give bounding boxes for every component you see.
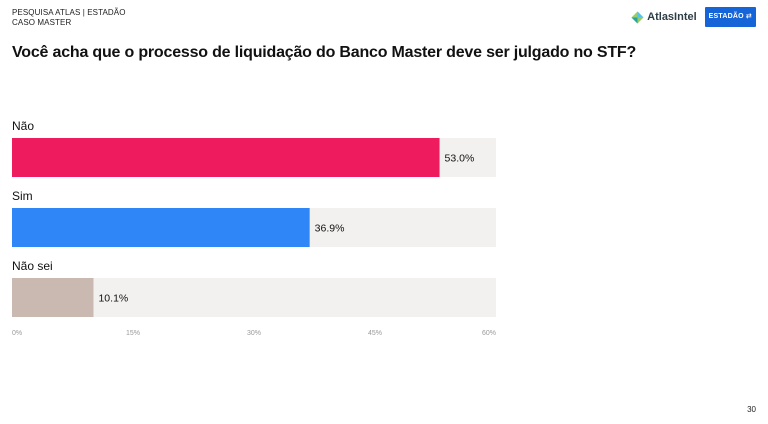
logos: AtlasIntel ESTADÃO ⇄: [631, 7, 756, 27]
category-label-sim: Sim: [12, 189, 33, 203]
survey-topic-label: CASO MASTER: [12, 18, 72, 27]
page-number: 30: [747, 405, 756, 414]
x-tick-label: 15%: [126, 330, 140, 337]
chart-title: Você acha que o processo de liquidação d…: [12, 44, 637, 61]
atlasintel-logo-icon: [631, 11, 644, 23]
x-tick-label: 0%: [12, 330, 22, 337]
value-label-sim: 36.9%: [315, 223, 345, 235]
atlasintel-logo: AtlasIntel: [631, 11, 697, 24]
category-label-nao: Não: [12, 119, 34, 133]
x-tick-label: 60%: [482, 330, 496, 337]
survey-source-label: PESQUISA ATLAS | ESTADÃO: [12, 8, 126, 17]
bar-nao: [12, 138, 440, 177]
estadao-logo: ESTADÃO ⇄: [704, 7, 756, 27]
bar-nao-sei: [12, 278, 94, 317]
category-label-nao-sei: Não sei: [12, 259, 53, 273]
bar-sim: [12, 208, 310, 247]
estadao-logo-text: ESTADÃO: [708, 13, 744, 20]
value-label-nao: 53.0%: [445, 153, 475, 165]
x-tick-label: 45%: [368, 330, 382, 337]
atlasintel-logo-text: AtlasIntel: [647, 11, 697, 23]
value-label-nao-sei: 10.1%: [98, 293, 128, 305]
header-left: PESQUISA ATLAS | ESTADÃO CASO MASTER: [12, 8, 126, 28]
x-tick-label: 30%: [247, 330, 261, 337]
estadao-arrows-icon: ⇄: [743, 13, 752, 20]
